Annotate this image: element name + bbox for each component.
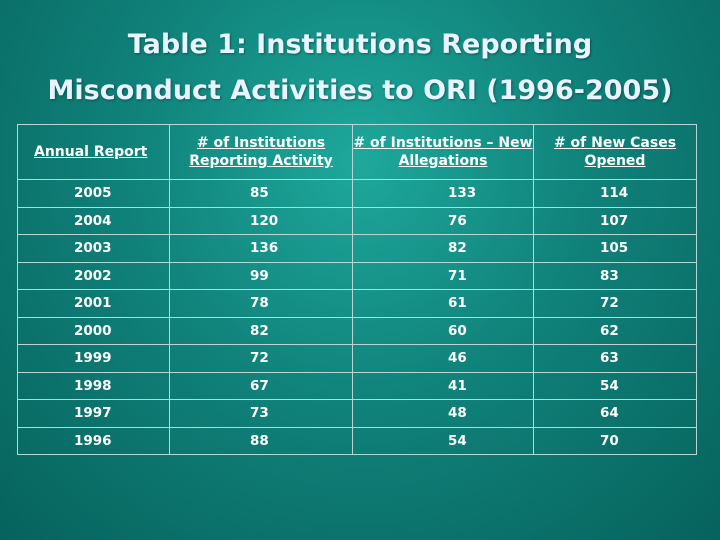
table-row: 1998 67 41 54: [17, 371, 697, 400]
new-allegations-cell: 60: [352, 316, 534, 345]
institutions-reporting-cell: 72: [169, 344, 353, 373]
institutions-reporting-cell: 82: [169, 316, 353, 345]
slide-title: Table 1: Institutions Reporting Miscondu…: [0, 22, 720, 114]
institutions-reporting-cell: 99: [169, 261, 353, 290]
new-cases-cell: 114: [533, 179, 697, 208]
year-cell: 2005: [17, 179, 170, 208]
year-cell: 1998: [17, 371, 170, 400]
year-cell: 1996: [17, 426, 170, 455]
new-allegations-cell: 54: [352, 426, 534, 455]
new-allegations-cell: 71: [352, 261, 534, 290]
new-allegations-cell: 46: [352, 344, 534, 373]
new-cases-cell: 62: [533, 316, 697, 345]
table-row: 1997 73 48 64: [17, 399, 697, 428]
year-cell: 2000: [17, 316, 170, 345]
year-cell: 2002: [17, 261, 170, 290]
new-allegations-cell: 76: [352, 206, 534, 235]
institutions-table: Annual Report # of Institutions Reportin…: [17, 124, 697, 455]
new-cases-cell: 72: [533, 289, 697, 318]
table-row: 2000 82 60 62: [17, 316, 697, 345]
year-cell: 2003: [17, 234, 170, 263]
title-line-2: Misconduct Activities to ORI (1996-2005): [47, 75, 673, 106]
year-cell: 1999: [17, 344, 170, 373]
new-allegations-cell: 82: [352, 234, 534, 263]
institutions-reporting-cell: 73: [169, 399, 353, 428]
new-cases-cell: 64: [533, 399, 697, 428]
institutions-reporting-cell: 85: [169, 179, 353, 208]
new-cases-cell: 54: [533, 371, 697, 400]
new-allegations-cell: 48: [352, 399, 534, 428]
table-row: 2002 99 71 83: [17, 261, 697, 290]
new-cases-cell: 70: [533, 426, 697, 455]
institutions-reporting-cell: 136: [169, 234, 353, 263]
table-body: 2005 85 133 114 2004 120 76 107 2003 136 82 105 2002…: [17, 179, 697, 455]
new-cases-cell: 105: [533, 234, 697, 263]
new-cases-cell: 63: [533, 344, 697, 373]
header-new-cases-opened: # of New Cases Opened: [533, 124, 697, 180]
table-row: 2003 136 82 105: [17, 234, 697, 263]
table-row: 2004 120 76 107: [17, 206, 697, 235]
title-line-1: Table 1: Institutions Reporting: [127, 29, 593, 60]
header-institutions-reporting: # of Institutions Reporting Activity: [169, 124, 353, 180]
year-cell: 2004: [17, 206, 170, 235]
new-allegations-cell: 133: [352, 179, 534, 208]
header-new-allegations: # of Institutions – New Allegations: [352, 124, 534, 180]
year-cell: 1997: [17, 399, 170, 428]
header-annual-report: Annual Report: [17, 124, 170, 180]
table-header-row: Annual Report # of Institutions Reportin…: [17, 124, 697, 180]
table-row: 2005 85 133 114: [17, 179, 697, 208]
new-allegations-cell: 61: [352, 289, 534, 318]
data-table-container: Annual Report # of Institutions Reportin…: [17, 124, 697, 455]
table-row: 1999 72 46 63: [17, 344, 697, 373]
new-allegations-cell: 41: [352, 371, 534, 400]
institutions-reporting-cell: 120: [169, 206, 353, 235]
table-row: 2001 78 61 72: [17, 289, 697, 318]
new-cases-cell: 107: [533, 206, 697, 235]
table-row: 1996 88 54 70: [17, 426, 697, 455]
year-cell: 2001: [17, 289, 170, 318]
institutions-reporting-cell: 67: [169, 371, 353, 400]
institutions-reporting-cell: 78: [169, 289, 353, 318]
new-cases-cell: 83: [533, 261, 697, 290]
institutions-reporting-cell: 88: [169, 426, 353, 455]
